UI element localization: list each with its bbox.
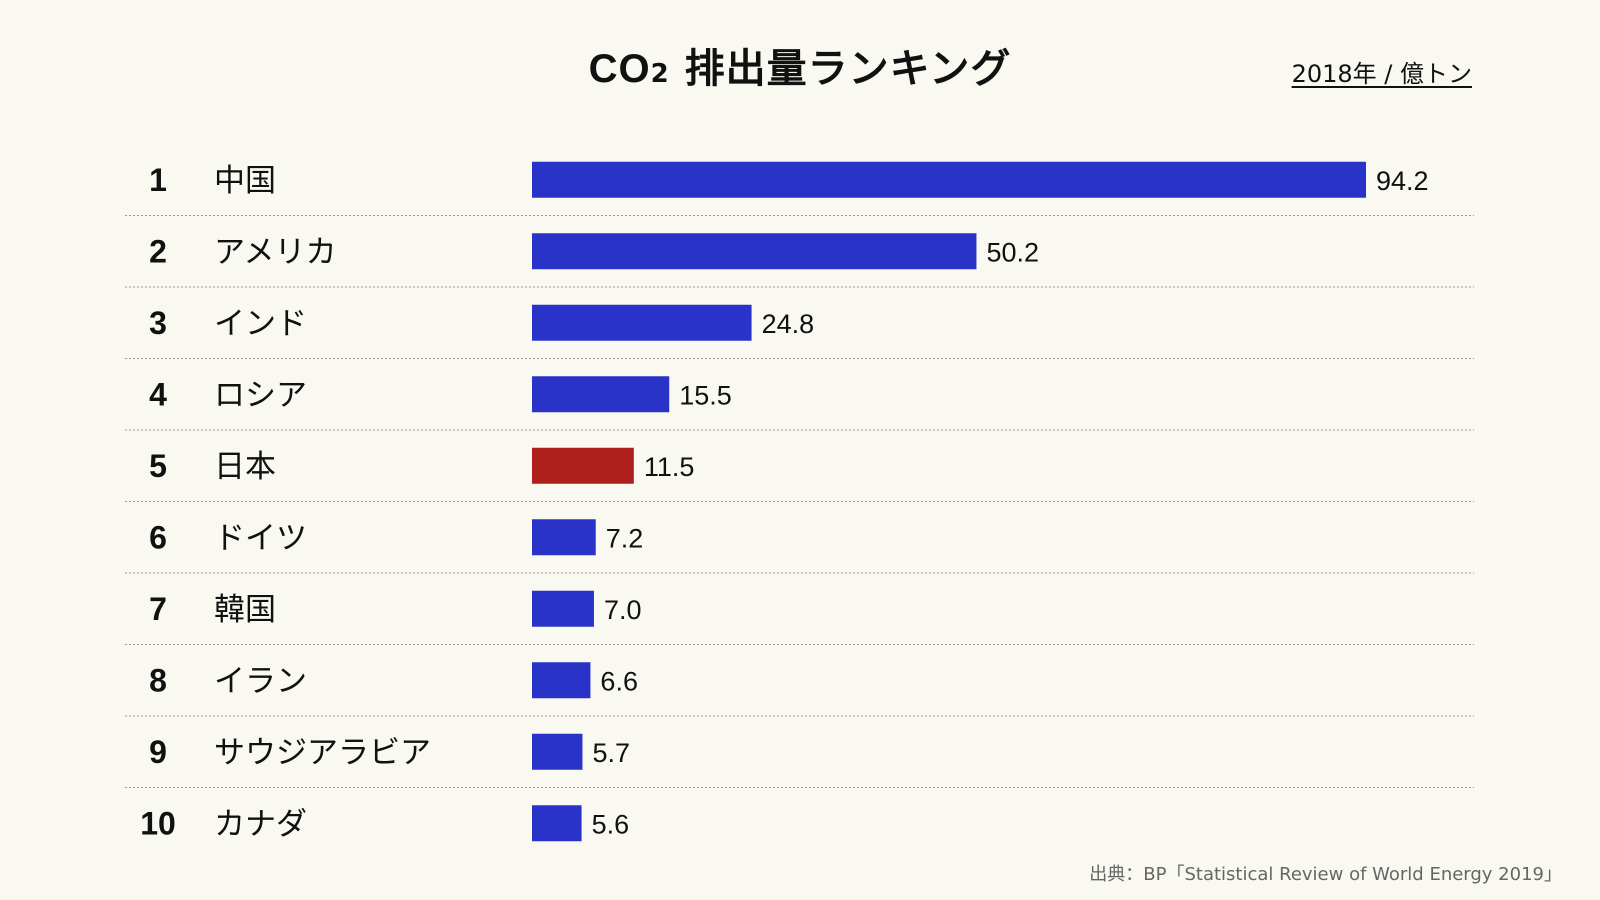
bar	[532, 304, 752, 341]
bar	[532, 233, 977, 270]
rank-label: 1	[149, 162, 167, 198]
country-label: サウジアラビア	[214, 735, 431, 771]
bar	[532, 447, 634, 484]
country-label: アメリカ	[214, 234, 336, 270]
bar	[532, 590, 594, 627]
bar	[532, 161, 1366, 198]
bar	[532, 376, 670, 413]
chart-title: CO2 排出量ランキング	[588, 46, 1012, 92]
country-label: ロシア	[214, 377, 307, 413]
rank-label: 8	[149, 662, 167, 698]
rank-label: 5	[149, 448, 167, 484]
bar	[532, 733, 583, 770]
unit-label: 2018年 / 億トン	[1291, 60, 1472, 88]
rank-label: 2	[149, 233, 167, 269]
source-note: 出典：BP「Statistical Review of World Energy…	[1089, 864, 1562, 885]
rank-label: 10	[140, 805, 176, 841]
value-label: 50.2	[986, 237, 1039, 267]
rank-label: 3	[149, 305, 167, 341]
value-label: 24.8	[762, 309, 815, 339]
value-label: 5.6	[592, 809, 630, 839]
title-suffix: 排出量ランキング	[669, 46, 1012, 92]
country-label: 中国	[214, 163, 276, 199]
rank-label: 4	[149, 376, 167, 412]
country-label: ドイツ	[214, 520, 307, 556]
bar	[532, 662, 591, 699]
country-label: インド	[214, 306, 307, 342]
title-subscript: 2	[650, 59, 670, 89]
country-label: 日本	[214, 449, 276, 485]
value-label: 5.7	[592, 738, 630, 768]
rank-label: 6	[149, 519, 167, 555]
country-label: イラン	[214, 663, 307, 699]
rank-label: 9	[149, 734, 167, 770]
value-label: 6.6	[600, 666, 638, 696]
value-label: 11.5	[644, 452, 695, 482]
bar	[532, 805, 582, 842]
value-label: 7.2	[606, 523, 644, 553]
value-label: 15.5	[679, 380, 732, 410]
rank-label: 7	[149, 591, 167, 627]
bar	[532, 519, 596, 556]
country-label: 韓国	[214, 592, 276, 628]
country-label: カナダ	[214, 806, 307, 842]
value-label: 7.0	[604, 595, 642, 625]
value-label: 94.2	[1376, 166, 1429, 196]
